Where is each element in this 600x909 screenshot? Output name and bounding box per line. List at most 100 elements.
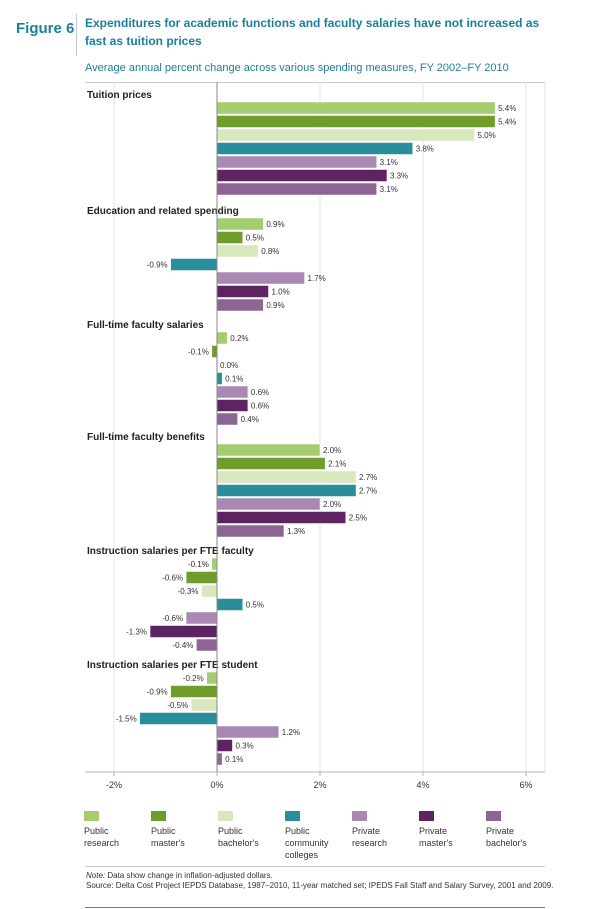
- figure-label: Figure 6: [16, 20, 75, 37]
- data-label: 1.0%: [272, 288, 290, 297]
- bar: [185, 611, 218, 625]
- data-label: 5.0%: [478, 131, 496, 140]
- data-label: 2.7%: [359, 487, 377, 496]
- bar: [206, 671, 218, 685]
- data-label: 0.6%: [251, 402, 269, 411]
- category-label: Education and related spending: [87, 206, 239, 217]
- bar: [216, 470, 357, 484]
- bar: [216, 739, 233, 752]
- legend-label: Public research: [84, 826, 120, 848]
- bar: [211, 557, 218, 571]
- legend-label: Public master's: [151, 826, 185, 848]
- legend-swatch: [151, 811, 166, 821]
- data-label: 0.9%: [266, 301, 284, 310]
- legend-label: Public bachelor's: [218, 826, 259, 848]
- bar: [216, 457, 326, 470]
- legend-swatch: [218, 811, 233, 821]
- data-label: -0.2%: [183, 674, 204, 683]
- data-label: 0.9%: [266, 220, 284, 229]
- data-label: -0.6%: [162, 574, 183, 583]
- legend-swatch: [352, 811, 367, 821]
- category-label: Full-time faculty salaries: [87, 320, 204, 331]
- legend-swatch: [84, 811, 99, 821]
- bar: [216, 285, 269, 298]
- data-label: -1.5%: [116, 715, 137, 724]
- data-label: 3.1%: [380, 185, 398, 194]
- data-label: 2.0%: [323, 446, 341, 455]
- bar: [216, 244, 259, 258]
- bar: [211, 345, 218, 358]
- data-label: 0.5%: [246, 234, 264, 243]
- note-label: Note:: [86, 871, 106, 880]
- data-label: 3.1%: [380, 158, 398, 167]
- legend-item-private-masters: Private master's: [419, 811, 489, 849]
- bar: [216, 443, 321, 457]
- notes: Note: Data show change in inflation-adju…: [86, 871, 566, 891]
- bar: [216, 169, 388, 182]
- legend-swatch: [486, 811, 501, 821]
- bar: [149, 625, 218, 638]
- category-label: Tuition prices: [87, 90, 152, 101]
- data-label: 1.3%: [287, 527, 305, 536]
- bar: [216, 101, 496, 115]
- bar: [216, 331, 228, 345]
- bar: [216, 128, 475, 142]
- bar: [216, 497, 321, 511]
- bar: [216, 155, 377, 169]
- data-label: 0.5%: [246, 601, 264, 610]
- legend-item-public-research: Public research: [84, 811, 154, 849]
- legend-label: Public community colleges: [285, 826, 329, 860]
- data-label: 5.4%: [498, 104, 516, 113]
- data-label: 3.8%: [416, 145, 434, 154]
- data-label: 2.1%: [328, 460, 346, 469]
- bar: [216, 385, 249, 399]
- bar: [216, 115, 496, 128]
- data-label: 5.4%: [498, 118, 516, 127]
- legend-item-private-bachelors: Private bachelor's: [486, 811, 556, 849]
- bar: [216, 598, 243, 611]
- bar: [216, 412, 238, 426]
- bar: [170, 258, 218, 271]
- bar: [216, 372, 223, 385]
- bar-chart: Tuition prices5.4%5.4%5.0%3.8%3.1%3.3%3.…: [85, 82, 546, 790]
- bar: [216, 298, 264, 312]
- data-label: 0.8%: [261, 247, 279, 256]
- x-tick-label: 2%: [313, 780, 326, 790]
- bottom-line: [85, 907, 545, 908]
- data-label: -0.9%: [147, 261, 168, 270]
- data-label: -0.9%: [147, 688, 168, 697]
- data-label: 2.7%: [359, 473, 377, 482]
- bar: [191, 698, 218, 712]
- data-label: 0.1%: [225, 375, 243, 384]
- note: Note: Data show change in inflation-adju…: [86, 871, 566, 881]
- bar: [216, 217, 264, 231]
- x-tick-label: 4%: [416, 780, 429, 790]
- legend-item-private-research: Private research: [352, 811, 422, 849]
- bar: [216, 142, 413, 155]
- data-label: 0.6%: [251, 388, 269, 397]
- bar: [216, 752, 223, 766]
- bar: [216, 524, 285, 538]
- data-label: -0.6%: [162, 614, 183, 623]
- bar: [196, 638, 218, 652]
- notes-rule: [85, 866, 545, 867]
- data-label: -1.3%: [126, 628, 147, 637]
- data-label: -0.1%: [188, 560, 209, 569]
- bar: [185, 571, 218, 584]
- legend-label: Private bachelor's: [486, 826, 527, 848]
- data-label: 0.4%: [241, 415, 259, 424]
- figure-title: Expenditures for academic functions and …: [85, 16, 540, 48]
- bar: [201, 584, 218, 598]
- legend-label: Private master's: [419, 826, 453, 848]
- category-label: Full-time faculty benefits: [87, 432, 205, 443]
- bar: [216, 271, 305, 285]
- data-label: 1.2%: [282, 728, 300, 737]
- data-label: 0.0%: [220, 361, 238, 370]
- bar: [170, 685, 218, 698]
- bar: [216, 725, 280, 739]
- data-label: -0.1%: [188, 348, 209, 357]
- data-label: 2.5%: [349, 514, 367, 523]
- title-divider: [76, 14, 77, 56]
- data-label: 2.0%: [323, 500, 341, 509]
- legend-item-public-community-colleges: Public community colleges: [285, 811, 355, 861]
